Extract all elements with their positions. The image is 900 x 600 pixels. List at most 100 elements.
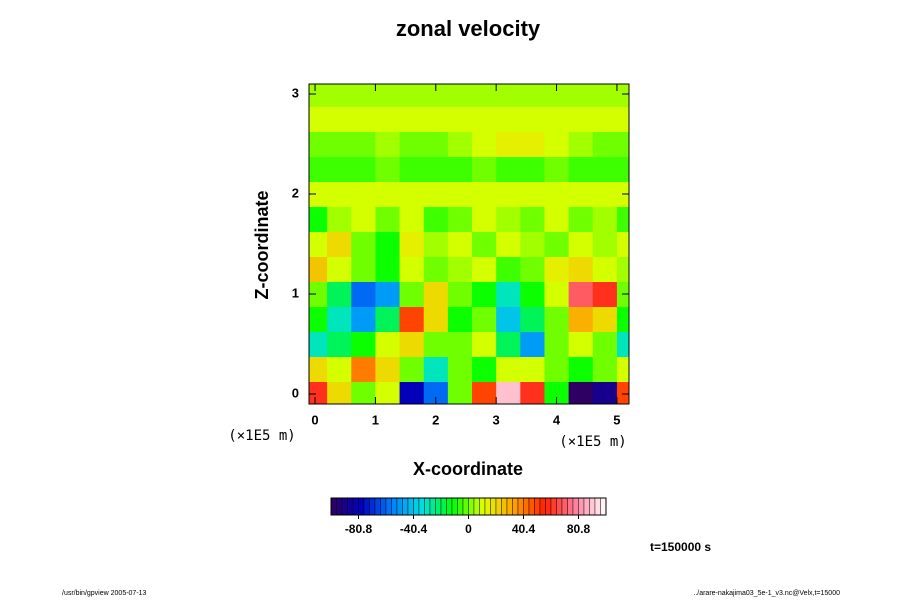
x-tick-label: 4: [553, 412, 561, 427]
cell: [423, 131, 449, 157]
x-tick-label: 1: [372, 412, 379, 427]
cell: [472, 106, 497, 132]
cell: [592, 331, 618, 357]
cell: [520, 281, 545, 307]
colorbar-segment: [561, 497, 568, 516]
cell: [399, 331, 425, 357]
colorbar-segment: [380, 497, 387, 516]
cell: [568, 331, 594, 357]
cell: [592, 256, 618, 282]
cell: [520, 231, 545, 257]
cell: [544, 106, 570, 132]
cell: [568, 84, 594, 107]
y-axis-label: Z-coordinate: [252, 190, 272, 299]
cell: [520, 181, 545, 207]
y-tick-label: 1: [292, 285, 299, 300]
cell: [568, 281, 594, 307]
cell: [327, 306, 352, 332]
cell: [375, 106, 401, 132]
cell: [351, 206, 376, 232]
cell: [472, 281, 497, 307]
chart-title: zonal velocity: [396, 16, 541, 41]
cell: [447, 206, 473, 232]
cell: [309, 131, 328, 157]
cell: [592, 231, 618, 257]
cell: [375, 331, 401, 357]
cell: [309, 156, 328, 182]
x-tick-label: 2: [432, 412, 439, 427]
colorbar-tick-label: -80.8: [345, 522, 373, 536]
colorbar-segment: [484, 497, 491, 516]
cell: [399, 281, 425, 307]
colorbar-segment: [545, 497, 552, 516]
cell: [375, 256, 401, 282]
cell: [568, 306, 594, 332]
cell: [616, 84, 629, 107]
cell: [423, 106, 449, 132]
cell: [496, 381, 521, 404]
footer-left: /usr/bin/gpview 2005-07-13: [62, 590, 147, 597]
cell: [447, 381, 473, 404]
cell: [616, 356, 629, 382]
cell: [447, 106, 473, 132]
cell: [351, 181, 376, 207]
colorbar-tick-label: -40.4: [400, 522, 428, 536]
cell: [520, 331, 545, 357]
cell: [309, 206, 328, 232]
cell: [327, 231, 352, 257]
cell: [375, 381, 401, 404]
cell: [399, 84, 425, 107]
cell: [496, 356, 521, 382]
cell: [351, 306, 376, 332]
cell: [423, 381, 449, 404]
colorbar-segment: [462, 497, 469, 516]
cell: [309, 331, 328, 357]
y-tick-label: 3: [292, 85, 299, 100]
cell: [423, 281, 449, 307]
colorbar-segment: [413, 497, 420, 516]
cell: [520, 306, 545, 332]
cell: [472, 306, 497, 332]
cell: [592, 131, 618, 157]
cell: [496, 231, 521, 257]
cell: [375, 131, 401, 157]
cell: [423, 231, 449, 257]
cell: [375, 306, 401, 332]
time-annotation: t=150000 s: [650, 540, 711, 554]
cell: [399, 131, 425, 157]
field: [309, 84, 629, 404]
y-tick-label: 2: [292, 185, 299, 200]
cell: [399, 231, 425, 257]
cell: [616, 106, 629, 132]
cell: [399, 356, 425, 382]
cell: [309, 84, 328, 107]
colorbar-segment: [567, 497, 574, 516]
cell: [592, 356, 618, 382]
cell: [568, 156, 594, 182]
cell: [496, 331, 521, 357]
x-unit: (×1E5 m): [559, 434, 626, 450]
cell: [327, 281, 352, 307]
cell: [544, 131, 570, 157]
colorbar-segment: [583, 497, 590, 516]
cell: [423, 306, 449, 332]
plot-frame: [308, 83, 630, 405]
cell: [520, 356, 545, 382]
colorbar-segment: [435, 497, 442, 516]
colorbar-segment: [523, 497, 530, 516]
colorbar-segment: [369, 497, 376, 516]
cell: [327, 156, 352, 182]
cell: [472, 84, 497, 107]
cell: [544, 84, 570, 107]
cell: [423, 156, 449, 182]
colorbar-segment: [358, 497, 365, 516]
cell: [399, 206, 425, 232]
cell: [496, 206, 521, 232]
cell: [568, 206, 594, 232]
cell: [327, 381, 352, 404]
cell: [351, 381, 376, 404]
colorbar-segment: [457, 497, 464, 516]
colorbar-segment: [424, 497, 431, 516]
cell: [375, 181, 401, 207]
cell: [592, 381, 618, 404]
